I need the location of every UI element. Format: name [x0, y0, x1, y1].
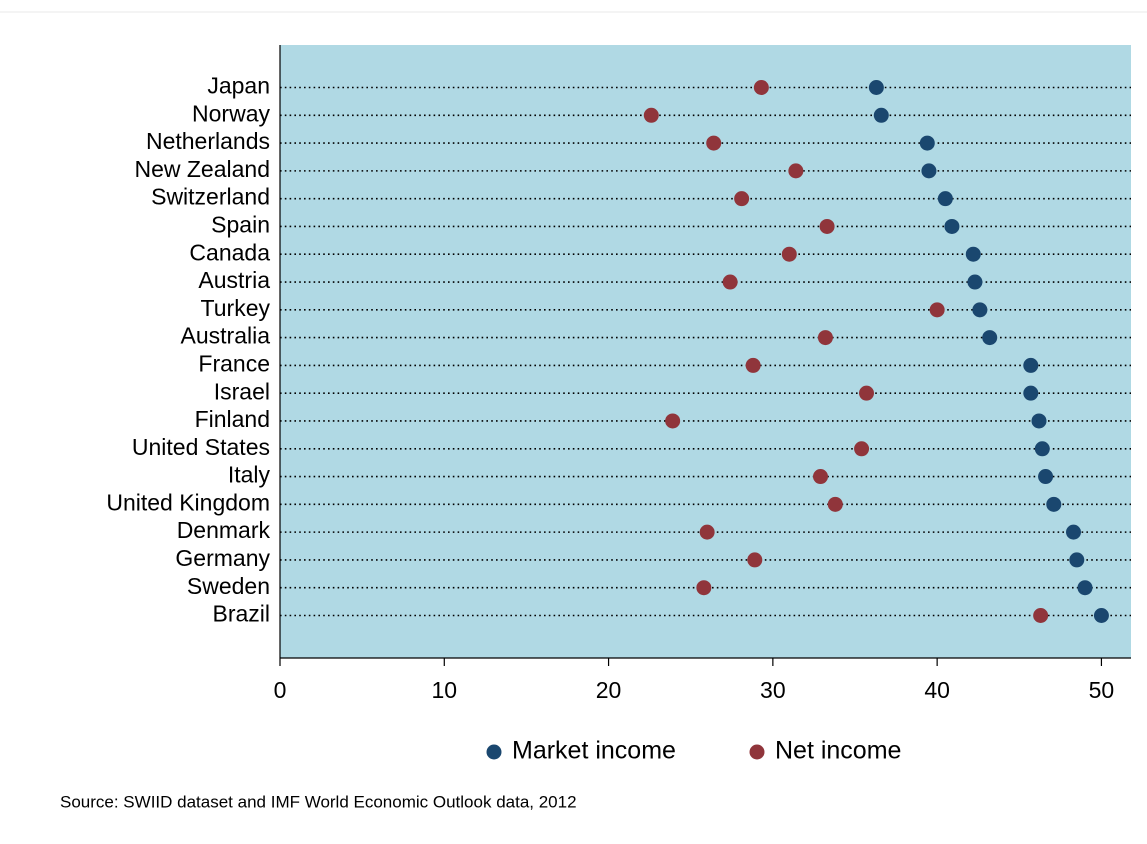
- y-tick-label: Germany: [175, 545, 270, 571]
- dot: [937, 191, 953, 207]
- dot: [722, 274, 738, 290]
- dot: [859, 385, 874, 401]
- y-tick-label: France: [198, 350, 270, 376]
- dot: [696, 580, 712, 596]
- x-tick-label: 30: [760, 677, 786, 703]
- dot: [734, 191, 750, 207]
- dot: [929, 302, 945, 318]
- dot: [965, 246, 981, 262]
- dot: [919, 135, 935, 151]
- dot: [817, 330, 833, 346]
- y-tick-label: Israel: [214, 378, 270, 404]
- legend-marker: [486, 744, 502, 760]
- dot: [868, 80, 884, 95]
- dot: [827, 496, 843, 512]
- dot: [1031, 413, 1047, 429]
- dot: [921, 163, 937, 179]
- dot: [873, 107, 889, 123]
- y-tick-label: Denmark: [177, 517, 271, 543]
- dot: [1066, 524, 1081, 540]
- dot: [1023, 385, 1039, 401]
- y-tick-label: Canada: [189, 239, 270, 265]
- dot: [781, 246, 797, 262]
- y-tick-label: Australia: [181, 323, 271, 349]
- dot: [813, 469, 828, 485]
- x-tick-label: 0: [274, 677, 287, 703]
- y-tick-label: Spain: [211, 212, 270, 238]
- dot: [982, 330, 998, 346]
- dot: [745, 357, 761, 373]
- x-tick-label: 10: [431, 677, 457, 703]
- y-tick-label: United States: [132, 434, 270, 460]
- dot: [643, 107, 659, 123]
- dot: [788, 163, 804, 179]
- legend-marker: [749, 744, 765, 760]
- dot: [1034, 441, 1050, 457]
- y-tick-label: United Kingdom: [106, 489, 270, 515]
- dot: [1077, 580, 1093, 596]
- x-tick-label: 50: [1089, 677, 1115, 703]
- y-tick-label: Turkey: [201, 295, 271, 321]
- plot-area: [280, 45, 1131, 658]
- legend-label: Market income: [512, 737, 676, 765]
- dot: [1033, 608, 1049, 623]
- y-tick-label: New Zealand: [134, 156, 270, 182]
- dot: [1093, 608, 1109, 623]
- dot: [747, 552, 763, 568]
- y-tick-label: Brazil: [212, 601, 270, 627]
- y-tick-label: Japan: [207, 73, 270, 99]
- dot: [972, 302, 988, 318]
- dot: [819, 218, 835, 234]
- dot: [1069, 552, 1085, 568]
- y-tick-label: Netherlands: [146, 128, 270, 154]
- dot: [706, 135, 722, 151]
- y-tick-label: Sweden: [187, 573, 270, 599]
- dot: [944, 218, 960, 234]
- y-tick-label: Finland: [195, 406, 270, 432]
- dot: [854, 441, 870, 457]
- legend-label: Net income: [775, 737, 901, 765]
- x-tick-label: 20: [596, 677, 622, 703]
- y-tick-label: Italy: [228, 462, 271, 488]
- y-tick-label: Austria: [198, 267, 270, 293]
- dot: [1038, 469, 1054, 485]
- x-tick-label: 40: [924, 677, 950, 703]
- dot: [1046, 496, 1062, 512]
- dot: [967, 274, 983, 290]
- dot: [699, 524, 715, 540]
- dot: [1023, 357, 1039, 373]
- dot: [753, 80, 769, 95]
- source-note: Source: SWIID dataset and IMF World Econ…: [60, 792, 577, 811]
- y-tick-label: Switzerland: [151, 184, 270, 210]
- dot: [665, 413, 681, 429]
- y-tick-label: Norway: [192, 100, 270, 126]
